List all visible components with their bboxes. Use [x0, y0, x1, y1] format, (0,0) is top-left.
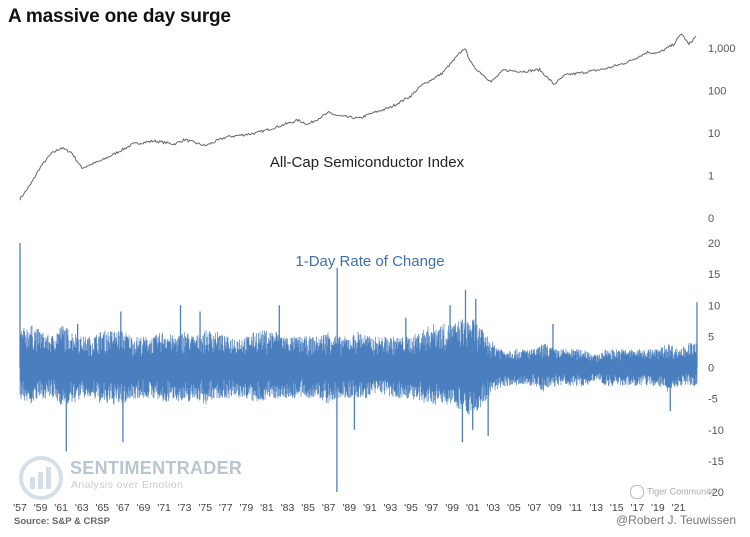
watermark-tagline: Analysis over Emotion — [71, 479, 184, 491]
roc-y-tick-label: -10 — [708, 425, 724, 437]
x-tick-label: '73 — [178, 502, 192, 514]
x-tick-label: '95 — [404, 502, 418, 514]
chart-title: A massive one day surge — [8, 6, 231, 27]
x-tick-label: '57 — [13, 502, 27, 514]
x-tick-label: '17 — [630, 502, 644, 514]
tiger-watermark-text: Tiger Community — [647, 486, 716, 497]
x-tick-label: '13 — [589, 502, 603, 514]
roc-y-tick-label: -5 — [708, 394, 718, 406]
price-y-tick-label: 100 — [708, 86, 726, 98]
tiger-watermark: Tiger Community — [630, 485, 715, 499]
watermark-brand: SENTIMENTRADER — [70, 458, 243, 478]
x-tick-label: '63 — [75, 502, 89, 514]
author-credit: @Robert J. Teuwissen — [615, 513, 736, 527]
x-tick-label: '89 — [342, 502, 356, 514]
roc-y-tick-label: -15 — [708, 456, 724, 468]
tiger-icon — [630, 485, 644, 499]
x-tick-label: '67 — [116, 502, 130, 514]
roc-y-tick-label: 15 — [708, 269, 720, 281]
x-tick-label: '01 — [466, 502, 480, 514]
x-tick-label: '83 — [281, 502, 295, 514]
x-tick-label: '85 — [301, 502, 315, 514]
price-y-tick-label: 10 — [708, 128, 720, 140]
roc-y-tick-label: 5 — [708, 331, 714, 343]
x-tick-label: '61 — [54, 502, 68, 514]
x-tick-label: '07 — [528, 502, 542, 514]
roc-y-tick-label: -20 — [708, 487, 724, 499]
x-tick-label: '05 — [507, 502, 521, 514]
x-tick-label: '03 — [486, 502, 500, 514]
roc-series-bars — [19, 318, 698, 415]
x-tick-label: '81 — [260, 502, 274, 514]
x-tick-label: '65 — [95, 502, 109, 514]
price-y-tick-label: 1,000 — [708, 43, 736, 55]
source-note: Source: S&P & CRSP — [14, 516, 110, 527]
price-y-tick-label: 1 — [708, 171, 714, 183]
x-tick-label: '79 — [240, 502, 254, 514]
price-panel-label: All-Cap Semiconductor Index — [270, 154, 465, 171]
x-tick-label: '69 — [137, 502, 151, 514]
x-tick-label: '59 — [34, 502, 48, 514]
roc-panel: 20 15 10 5 0 -5 -10 -15 -20 1-Day Rate of Change — [19, 238, 724, 499]
x-tick-label: '91 — [363, 502, 377, 514]
roc-y-tick-label: 20 — [708, 238, 720, 250]
x-tick-label: '15 — [610, 502, 624, 514]
price-y-tick-label: 0 — [708, 213, 714, 225]
x-tick-label: '97 — [425, 502, 439, 514]
x-tick-label: '21 — [672, 502, 686, 514]
x-tick-label: '77 — [219, 502, 233, 514]
roc-y-tick-label: 0 — [708, 363, 714, 375]
x-tick-label: '75 — [198, 502, 212, 514]
x-tick-label: '09 — [548, 502, 562, 514]
x-tick-label: '99 — [445, 502, 459, 514]
roc-panel-label: 1-Day Rate of Change — [295, 253, 444, 270]
x-tick-label: '19 — [651, 502, 665, 514]
x-tick-label: '87 — [322, 502, 336, 514]
x-tick-label: '11 — [569, 502, 582, 514]
price-series-line — [19, 33, 697, 201]
roc-y-tick-label: 10 — [708, 300, 720, 312]
sentimentrader-logo-icon — [19, 456, 63, 500]
x-tick-label: '71 — [157, 502, 171, 514]
x-tick-label: '93 — [384, 502, 398, 514]
x-axis: '57 '59 '61 '63 '65 '67 '69 '71 '73 '75 '77 '79 '81 '… — [13, 502, 685, 514]
